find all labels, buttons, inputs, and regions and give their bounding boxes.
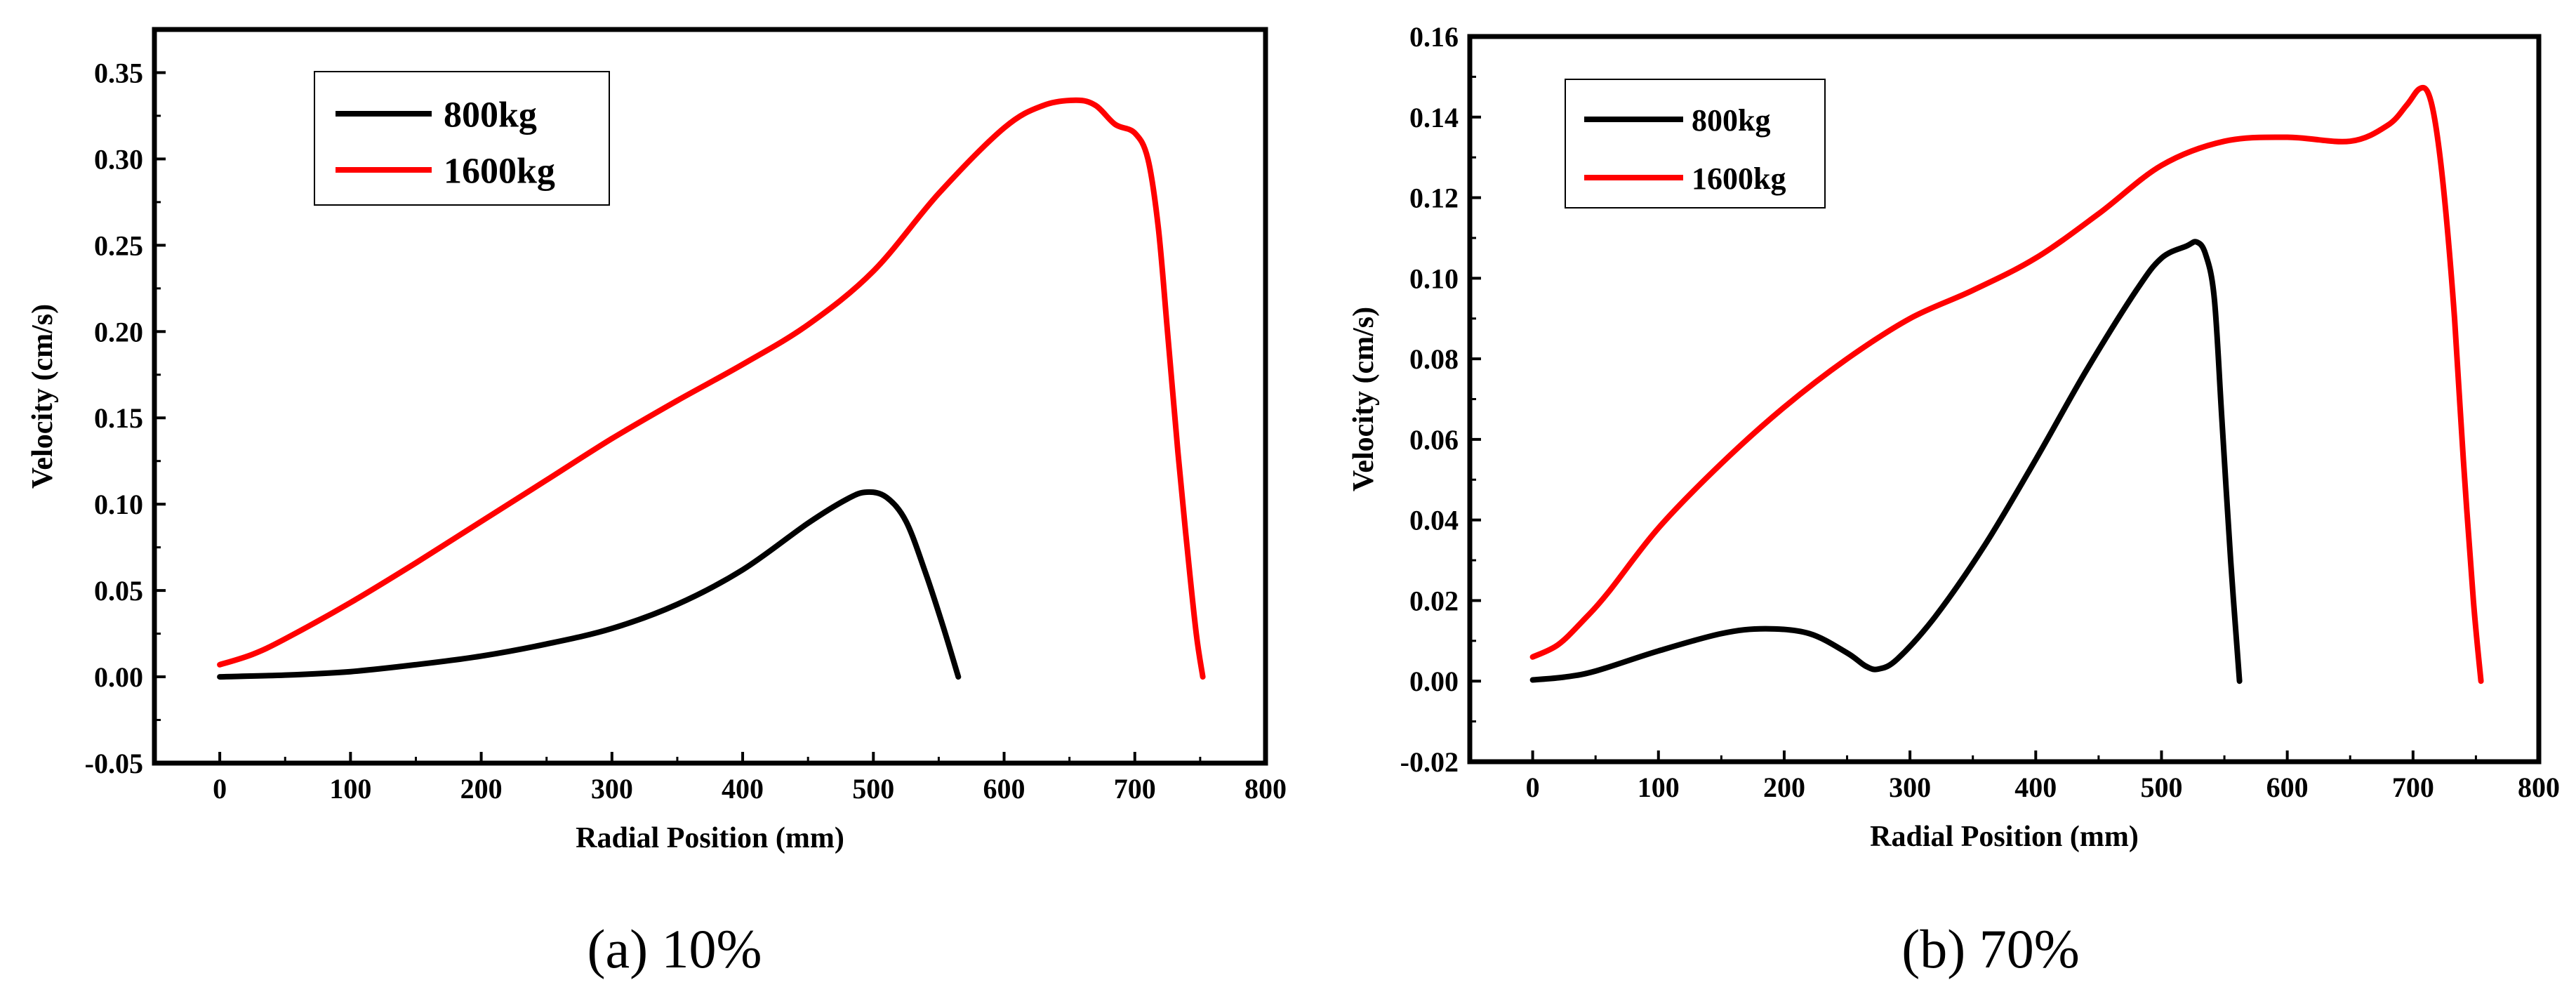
- y-tick-label: -0.02: [1400, 746, 1459, 778]
- x-tick-label: 600: [2266, 772, 2309, 803]
- chart-a: -0.05 0.00 0.05 0.10 0.15 0.20 0.25 0.30 0.35 0 10…: [27, 27, 1287, 979]
- x-tick-label: 100: [329, 773, 371, 805]
- series-line-800kg: [1529, 239, 2243, 684]
- x-tick-label: 500: [2140, 772, 2182, 803]
- x-tick-label: 500: [852, 773, 894, 805]
- legend-label-800kg: 800kg: [1692, 103, 1770, 138]
- x-tick-label: 0: [1526, 772, 1540, 803]
- x-tick-label: 400: [2014, 772, 2057, 803]
- x-tick-label: 200: [460, 773, 503, 805]
- y-tick-label: 0.35: [94, 57, 143, 88]
- x-axis-title: Radial Position (mm): [1870, 821, 2139, 853]
- y-tick-label: 0.20: [94, 316, 143, 348]
- y-tick-label: 0.08: [1409, 343, 1459, 375]
- x-tick-label: 300: [591, 773, 633, 805]
- y-tick-label: 0.30: [94, 143, 143, 175]
- chart-caption: (b) 70%: [1901, 918, 2079, 979]
- y-tick-label: 0.14: [1409, 102, 1459, 133]
- legend-box: [314, 71, 610, 206]
- y-tick-label: 0.25: [94, 230, 143, 261]
- x-tick-label: 700: [1114, 773, 1156, 805]
- x-tick-label: 200: [1763, 772, 1805, 803]
- x-axis-title: Radial Position (mm): [576, 822, 844, 854]
- x-tick-label: 0: [213, 773, 227, 805]
- series-line-1600kg: [217, 97, 1206, 680]
- x-tick-label: 700: [2392, 772, 2434, 803]
- y-tick-label: 0.05: [94, 575, 143, 607]
- plot-frame: [1467, 34, 2542, 765]
- y-tick-label: 0.16: [1409, 21, 1459, 53]
- y-tick-label: 0.10: [1409, 263, 1459, 294]
- x-tick-label: 600: [983, 773, 1025, 805]
- y-axis-title: Velocity (cm/s): [1348, 307, 1380, 491]
- series-line-1600kg: [1529, 84, 2484, 684]
- y-tick-label: 0.02: [1409, 585, 1459, 616]
- chart-caption: (a) 10%: [587, 918, 762, 979]
- x-tick-label: 800: [1244, 773, 1287, 805]
- plot-frame: [152, 27, 1268, 766]
- y-axis-title: Velocity (cm/s): [27, 304, 59, 489]
- y-tick-label: 0.04: [1409, 505, 1459, 536]
- x-tick-label: 400: [722, 773, 764, 805]
- x-tick-label: 300: [1889, 772, 1931, 803]
- legend-box: [1565, 79, 1826, 209]
- y-tick-label: 0.00: [94, 661, 143, 693]
- x-tick-label: 100: [1638, 772, 1680, 803]
- legend-label-1600kg: 1600kg: [444, 152, 555, 192]
- y-tick-label: -0.05: [85, 748, 143, 779]
- y-tick-label: 0.10: [94, 489, 143, 520]
- y-tick-label: 0.15: [94, 402, 143, 434]
- y-tick-label: 0.00: [1409, 666, 1459, 697]
- series-line-800kg: [217, 489, 962, 680]
- y-tick-label: 0.12: [1409, 183, 1459, 214]
- chart-b: -0.02 0.00 0.02 0.04 0.06 0.08 0.10 0.12 0.14 0.1…: [1348, 21, 2560, 979]
- legend-label-800kg: 800kg: [444, 95, 537, 135]
- y-tick-label: 0.06: [1409, 424, 1459, 456]
- x-tick-label: 800: [2518, 772, 2560, 803]
- legend-label-1600kg: 1600kg: [1692, 161, 1786, 196]
